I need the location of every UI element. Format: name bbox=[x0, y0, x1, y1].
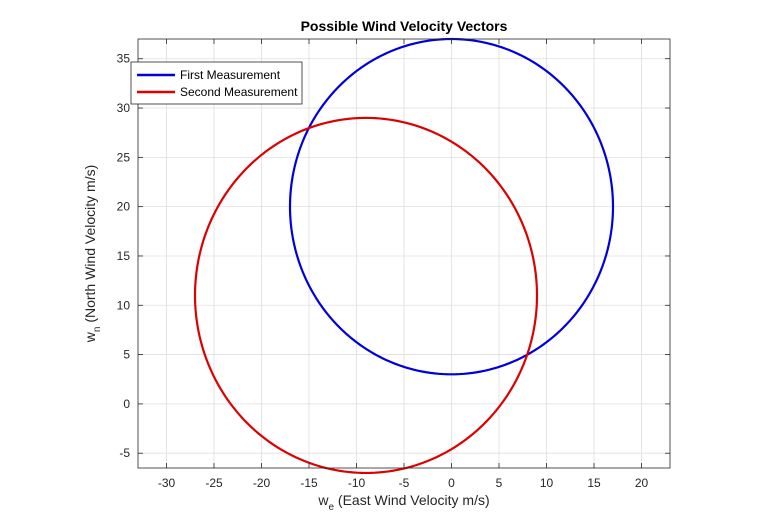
y-tick-label: 20 bbox=[117, 200, 131, 214]
y-tick-label: 35 bbox=[117, 52, 131, 66]
series-line-second-measurement bbox=[193, 116, 539, 475]
x-tick-label: -10 bbox=[348, 476, 366, 490]
chart-title: Possible Wind Velocity Vectors bbox=[301, 18, 508, 34]
x-tick-label: 0 bbox=[448, 476, 455, 490]
y-axis-label-sub: n bbox=[92, 327, 103, 333]
x-tick-label: 20 bbox=[635, 476, 649, 490]
x-tick-label: 15 bbox=[587, 476, 601, 490]
series-group bbox=[193, 37, 615, 475]
y-axis-label-rest: (North Wind Velocity m/s) bbox=[82, 165, 98, 327]
x-tick-label: -30 bbox=[158, 476, 176, 490]
axes bbox=[137, 38, 671, 469]
x-axis-label-main: w bbox=[317, 492, 329, 508]
y-tick-label: -5 bbox=[119, 446, 130, 460]
x-axis-label-sub: e bbox=[328, 502, 334, 513]
x-tick-label: -20 bbox=[253, 476, 271, 490]
x-tick-label: -25 bbox=[205, 476, 223, 490]
legend: First Measurement Second Measurement bbox=[130, 61, 303, 105]
grid bbox=[138, 39, 670, 468]
y-tick-label: 25 bbox=[117, 150, 131, 164]
y-tick-label: 15 bbox=[117, 249, 131, 263]
y-tick-label: 30 bbox=[117, 101, 131, 115]
y-tick-label: 0 bbox=[123, 397, 130, 411]
y-axis-label: wn (North Wind Velocity m/s) bbox=[82, 165, 103, 344]
x-tick-label: -5 bbox=[399, 476, 410, 490]
x-tick-label: -15 bbox=[300, 476, 318, 490]
x-axis-label-rest: (East Wind Velocity m/s) bbox=[334, 492, 490, 508]
y-tick-label: 10 bbox=[117, 298, 131, 312]
legend-label-first: First Measurement bbox=[180, 68, 281, 82]
series-line-first-measurement bbox=[288, 37, 615, 376]
y-axis-label-main: w bbox=[82, 331, 98, 343]
x-tick-label: 5 bbox=[496, 476, 503, 490]
x-tick-label: 10 bbox=[540, 476, 554, 490]
legend-label-second: Second Measurement bbox=[180, 85, 298, 99]
y-tick-label: 5 bbox=[123, 348, 130, 362]
legend-box bbox=[130, 61, 303, 105]
x-axis-label: we (East Wind Velocity m/s) bbox=[317, 492, 489, 513]
tick-labels: -30 -25 -20 -15 -10 -5 0 5 10 15 20 -5 0 5 10 15 20 25 30 3… bbox=[117, 52, 649, 490]
